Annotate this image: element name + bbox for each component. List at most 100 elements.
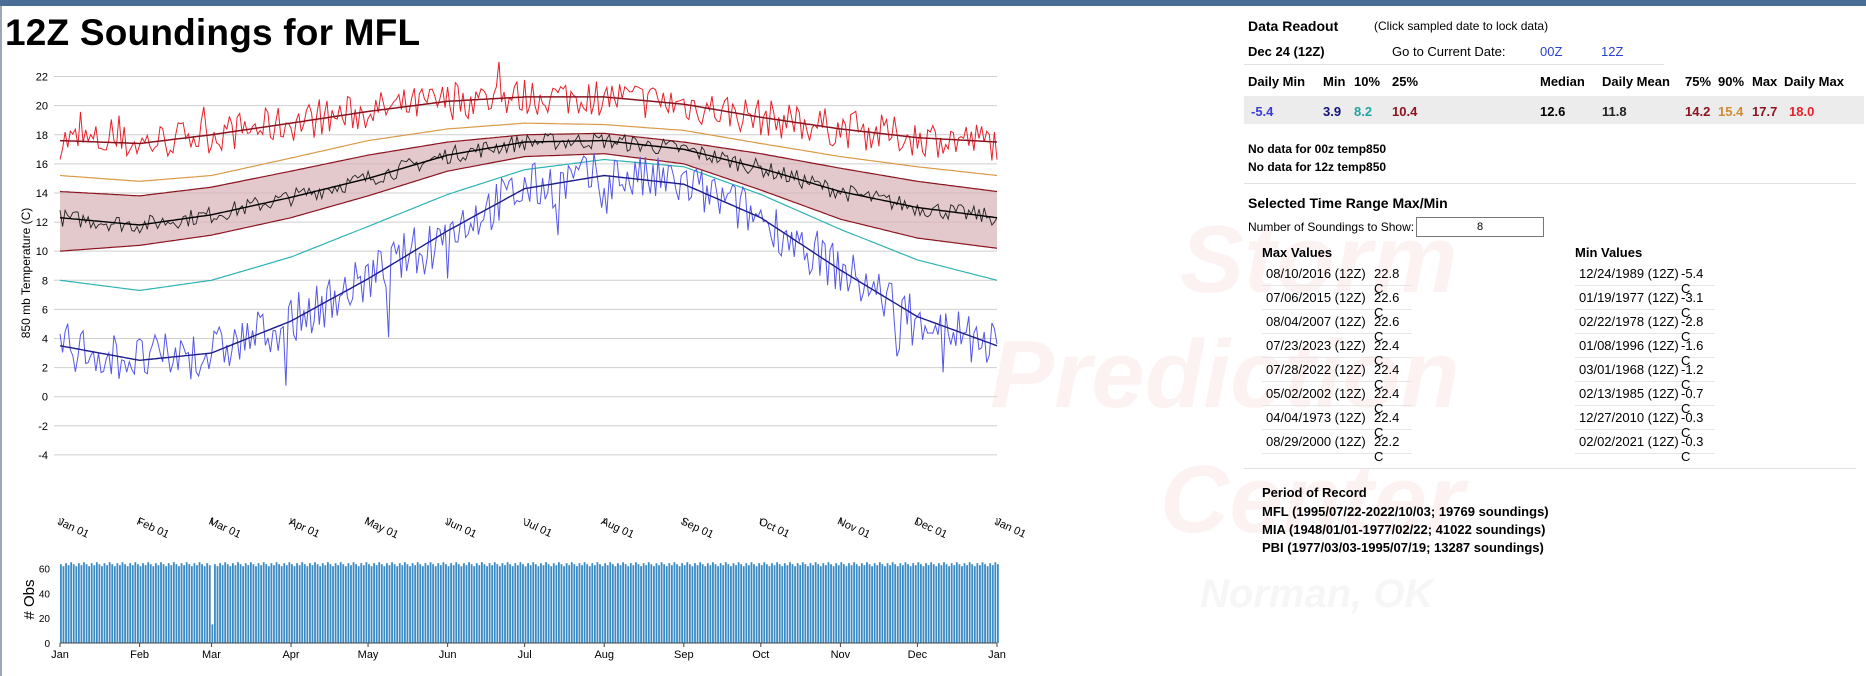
min-value-row[interactable]: 02/13/1985 (12Z) -0.7 C bbox=[1575, 382, 1715, 416]
obs-bar bbox=[822, 563, 825, 643]
obs-bar bbox=[455, 562, 458, 643]
obs-bar bbox=[904, 562, 907, 643]
stat-value: -5.4 bbox=[1251, 104, 1274, 119]
soundings-count-label: Number of Soundings to Show: bbox=[1248, 220, 1415, 234]
obs-bar bbox=[694, 563, 696, 643]
min-value-row[interactable]: 12/24/1989 (12Z) -5.4 C bbox=[1575, 262, 1715, 296]
obs-bar bbox=[90, 563, 93, 643]
soundings-count-input[interactable] bbox=[1416, 217, 1544, 237]
temperature-climatology-chart[interactable]: -4 -2 0 2 4 6 8 10 12 14 16 18 20 22 850 mb Temperatur… bbox=[0, 62, 1220, 546]
max-value-row[interactable]: 07/06/2015 (12Z) 22.6 C bbox=[1262, 286, 1412, 320]
obs-bar bbox=[296, 563, 298, 643]
obs-bar bbox=[293, 566, 296, 643]
obs-bar bbox=[966, 565, 968, 643]
max-value-row[interactable]: 07/28/2022 (12Z) 22.4 C bbox=[1262, 358, 1412, 392]
min-value-date: 01/19/1977 (12Z) bbox=[1579, 290, 1679, 305]
obs-bar bbox=[601, 566, 604, 643]
obs-bar bbox=[930, 562, 933, 643]
obs-bar bbox=[198, 562, 201, 643]
period-of-record-line: PBI (1977/03/03-1995/07/19; 13287 soundi… bbox=[1262, 540, 1544, 555]
stat-value: 12.6 bbox=[1540, 104, 1566, 119]
stat-header: Daily Mean bbox=[1602, 74, 1670, 89]
obs-bar bbox=[917, 562, 920, 643]
obs-bar bbox=[70, 562, 73, 643]
obs-bar bbox=[72, 564, 75, 643]
y-tick-label: 14 bbox=[36, 188, 48, 200]
obs-bar bbox=[953, 565, 956, 643]
min-value-row[interactable]: 02/02/2021 (12Z) -0.3 C bbox=[1575, 430, 1715, 464]
min-value-row[interactable]: 12/27/2010 (12Z) -0.3 C bbox=[1575, 406, 1715, 440]
obs-bar bbox=[409, 566, 411, 643]
obs-x-tick-label: Jan bbox=[51, 649, 69, 661]
obs-bar bbox=[231, 563, 234, 643]
obs-bar bbox=[596, 562, 599, 643]
max-value-row[interactable]: 08/29/2000 (12Z) 22.2 C bbox=[1262, 430, 1412, 464]
obs-bar bbox=[301, 562, 304, 643]
obs-bar bbox=[488, 563, 491, 643]
obs-bar bbox=[511, 566, 514, 643]
x-tick-label: Sep 01 bbox=[679, 515, 716, 541]
obs-bar bbox=[699, 562, 702, 643]
y-tick-label: -4 bbox=[38, 450, 48, 462]
x-tick-label: Feb 01 bbox=[135, 516, 171, 541]
obs-bar bbox=[483, 564, 486, 643]
obs-bar bbox=[468, 562, 470, 643]
min-value-row[interactable]: 03/01/1968 (12Z) -1.2 C bbox=[1575, 358, 1715, 392]
max-value-row[interactable]: 04/04/1973 (12Z) 22.4 C bbox=[1262, 406, 1412, 440]
goto-12z-link[interactable]: 12Z bbox=[1601, 44, 1624, 59]
obs-bar bbox=[842, 564, 845, 643]
obs-x-tick-label: Aug bbox=[594, 649, 614, 661]
obs-bar bbox=[940, 565, 943, 643]
max-value-row[interactable]: 05/02/2002 (12Z) 22.4 C bbox=[1262, 382, 1412, 416]
go-to-current-date-label: Go to Current Date: bbox=[1392, 44, 1506, 59]
max-value-temp: 22.2 C bbox=[1374, 434, 1400, 464]
stat-header: Min bbox=[1323, 74, 1346, 89]
obs-bar bbox=[581, 565, 583, 643]
max-value-row[interactable]: 07/23/2023 (12Z) 22.4 C bbox=[1262, 334, 1412, 368]
obs-bar bbox=[863, 565, 866, 643]
max-value-row[interactable]: 08/04/2007 (12Z) 22.6 C bbox=[1262, 310, 1412, 344]
goto-00z-link[interactable]: 00Z bbox=[1540, 44, 1563, 59]
obs-bar bbox=[460, 566, 463, 643]
observation-count-chart: 0 20 40 60# Obs Jan Feb Mar Apr May Jun Jul Aug Sep O… bbox=[21, 562, 1006, 661]
min-value-row[interactable]: 02/22/1978 (12Z) -2.8 C bbox=[1575, 310, 1715, 344]
obs-bar bbox=[973, 566, 976, 643]
obs-bar bbox=[262, 562, 265, 643]
obs-bar bbox=[722, 565, 725, 643]
obs-bar bbox=[819, 566, 822, 643]
obs-bar bbox=[902, 565, 904, 643]
obs-bar bbox=[878, 562, 881, 643]
obs-bar bbox=[131, 565, 134, 643]
obs-bar bbox=[760, 565, 763, 643]
obs-bar bbox=[421, 566, 424, 643]
obs-bar bbox=[912, 563, 915, 643]
min-value-temp: -0.3 C bbox=[1681, 434, 1704, 464]
obs-bar bbox=[373, 563, 375, 643]
obs-bar bbox=[827, 562, 830, 643]
obs-bar bbox=[611, 564, 614, 643]
max-value-temp: 22.4 C bbox=[1374, 386, 1400, 416]
min-value-temp: -0.7 C bbox=[1681, 386, 1704, 416]
min-value-temp: -2.8 C bbox=[1681, 314, 1704, 344]
obs-bar bbox=[850, 565, 853, 643]
obs-bar bbox=[858, 566, 861, 643]
min-value-row[interactable]: 01/19/1977 (12Z) -3.1 C bbox=[1575, 286, 1715, 320]
series-mean bbox=[59, 139, 998, 226]
obs-bar bbox=[124, 564, 126, 643]
obs-bar bbox=[365, 562, 368, 643]
obs-bar bbox=[442, 562, 445, 643]
max-value-date: 05/02/2002 (12Z) bbox=[1266, 386, 1366, 401]
min-value-row[interactable]: 01/08/1996 (12Z) -1.6 C bbox=[1575, 334, 1715, 368]
x-tick-label: Mar 01 bbox=[207, 516, 243, 541]
obs-bar bbox=[542, 565, 545, 643]
obs-bar bbox=[447, 566, 450, 643]
obs-bar bbox=[799, 565, 802, 643]
obs-bar bbox=[162, 564, 165, 643]
obs-bar bbox=[750, 562, 753, 643]
stat-header: Daily Min bbox=[1248, 74, 1306, 89]
obs-x-tick-label: Jul bbox=[518, 649, 532, 661]
obs-bar bbox=[789, 562, 791, 643]
max-value-row[interactable]: 08/10/2016 (12Z) 22.8 C bbox=[1262, 262, 1412, 296]
obs-bar bbox=[260, 565, 263, 643]
obs-x-tick-label: Nov bbox=[831, 649, 851, 661]
